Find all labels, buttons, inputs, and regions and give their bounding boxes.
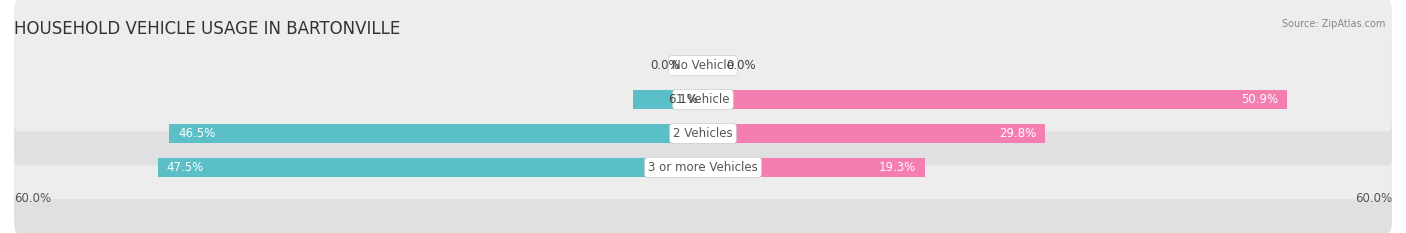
- FancyBboxPatch shape: [14, 34, 1392, 165]
- Text: Source: ZipAtlas.com: Source: ZipAtlas.com: [1281, 19, 1385, 29]
- Text: 6.1%: 6.1%: [668, 93, 699, 106]
- Bar: [703, 158, 925, 177]
- Text: 0.0%: 0.0%: [651, 59, 681, 72]
- Text: 19.3%: 19.3%: [879, 161, 915, 174]
- Bar: [633, 90, 703, 109]
- Bar: [157, 158, 703, 177]
- Text: 29.8%: 29.8%: [998, 127, 1036, 140]
- Bar: [169, 124, 703, 143]
- Text: 60.0%: 60.0%: [1355, 192, 1392, 205]
- Text: 46.5%: 46.5%: [179, 127, 215, 140]
- Text: 50.9%: 50.9%: [1241, 93, 1278, 106]
- Text: No Vehicle: No Vehicle: [672, 59, 734, 72]
- Text: 1 Vehicle: 1 Vehicle: [676, 93, 730, 106]
- FancyBboxPatch shape: [14, 102, 1392, 233]
- Text: 47.5%: 47.5%: [167, 161, 204, 174]
- Bar: [703, 90, 1288, 109]
- Text: 60.0%: 60.0%: [14, 192, 51, 205]
- FancyBboxPatch shape: [14, 0, 1392, 131]
- Text: 2 Vehicles: 2 Vehicles: [673, 127, 733, 140]
- Text: 3 or more Vehicles: 3 or more Vehicles: [648, 161, 758, 174]
- FancyBboxPatch shape: [14, 68, 1392, 199]
- Bar: [703, 124, 1045, 143]
- Text: HOUSEHOLD VEHICLE USAGE IN BARTONVILLE: HOUSEHOLD VEHICLE USAGE IN BARTONVILLE: [14, 20, 401, 38]
- Text: 0.0%: 0.0%: [725, 59, 755, 72]
